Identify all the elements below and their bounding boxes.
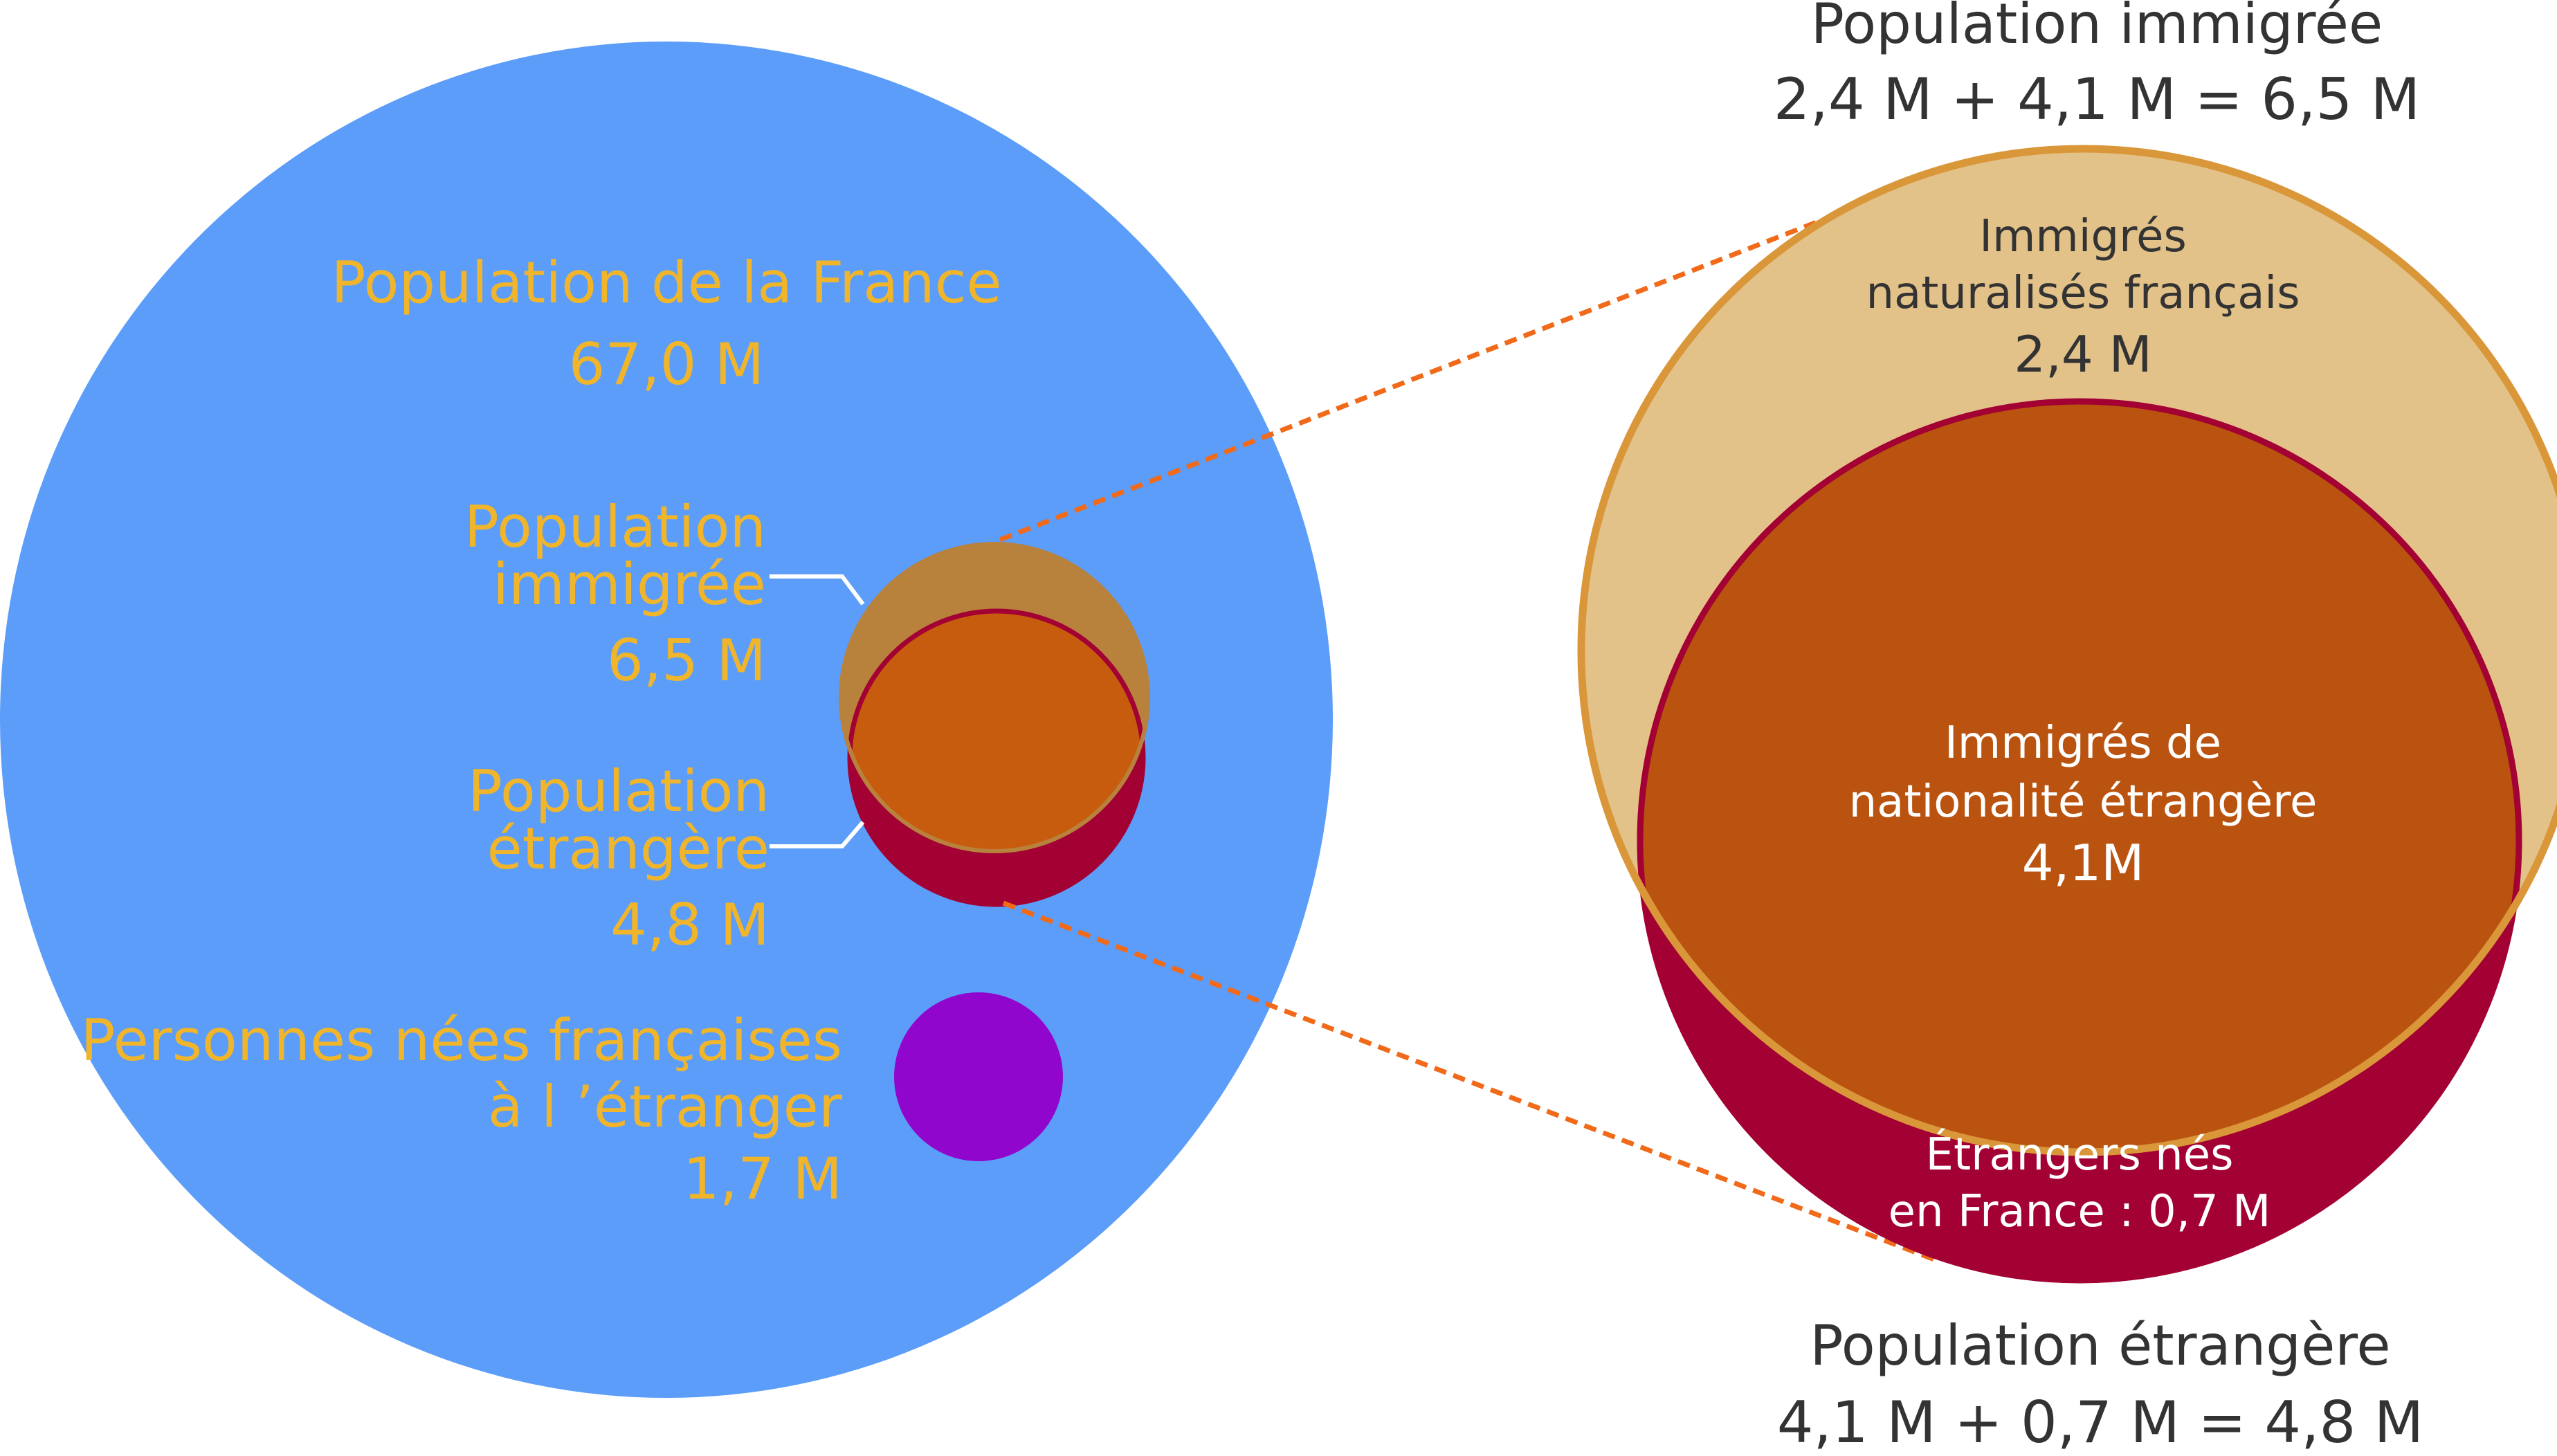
nationalite-etrangere-line2: nationalité étrangère: [1849, 776, 2318, 828]
nees-etranger-circle: [894, 992, 1063, 1161]
overlap-big-region: [1640, 401, 2519, 1152]
naturalises-line2: naturalisés français: [1866, 268, 2300, 319]
nees-etranger-label-line2: à l ’étranger: [488, 1073, 843, 1140]
immigree-label-value: 6,5 M: [607, 627, 766, 694]
nationalite-etrangere-value: 4,1M: [2022, 834, 2145, 892]
nees-etranger-label-value: 1,7 M: [683, 1145, 842, 1212]
etrangers-nes-line2: en France : 0,7 M: [1889, 1186, 2271, 1237]
immigree-big-outline: [1577, 145, 2557, 1156]
connector-bottom-dashed: [1002, 900, 1936, 1262]
immigree-label-line1: Population: [464, 493, 766, 561]
connector-top-dashed: [999, 174, 1936, 543]
naturalises-line1: Immigrés: [1979, 211, 2187, 262]
france-title: Population de la France: [331, 249, 1002, 316]
etrangere-small-outline: [847, 608, 1146, 907]
etrangere-label-value: 4,8 M: [610, 891, 770, 958]
nationalite-etrangere-line1: Immigrés de: [1945, 718, 2221, 769]
france-value: 67,0 M: [569, 331, 765, 398]
top-header-title: Population immigrée: [1811, 0, 2383, 56]
bottom-header-equation: 4,1 M + 0,7 M = 4,8 M: [1777, 1389, 2424, 1456]
etrangere-label-line1: Population: [468, 758, 770, 825]
top-header-equation: 2,4 M + 4,1 M = 6,5 M: [1774, 66, 2421, 133]
bottom-header-title: Population étrangère: [1810, 1313, 2390, 1378]
immigree-small-outline: [839, 542, 1150, 853]
etrangere-big-outline: [1637, 398, 2522, 1284]
nees-etranger-label-line1: Personnes nées françaises: [81, 1007, 842, 1074]
etrangers-nes-line1: Étrangers nés: [1926, 1128, 2234, 1181]
immigree-leader-line: [770, 574, 865, 606]
naturalises-value: 2,4 M: [2014, 325, 2152, 383]
immigree-label-line2: immigrée: [493, 551, 766, 618]
etrangere-label-line2: étrangère: [487, 815, 770, 882]
etrangere-leader-line: [770, 821, 865, 848]
